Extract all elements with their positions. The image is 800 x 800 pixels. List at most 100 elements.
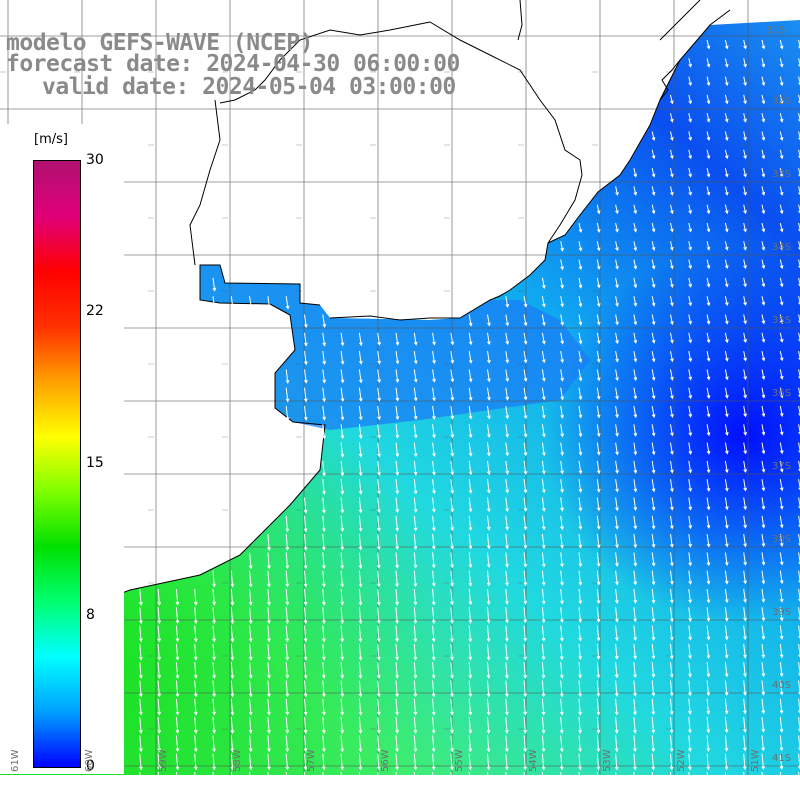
wind-arrow bbox=[285, 625, 290, 643]
wind-arrow bbox=[431, 588, 436, 606]
wind-arrow bbox=[670, 405, 674, 418]
wind-arrow bbox=[541, 698, 546, 716]
wind-arrow bbox=[687, 735, 692, 753]
wind-arrow bbox=[578, 296, 583, 308]
wind-arrow bbox=[157, 735, 162, 753]
wind-arrow bbox=[743, 131, 747, 142]
wind-arrow bbox=[651, 314, 656, 326]
wind-arrow bbox=[743, 552, 747, 566]
wind-arrow bbox=[321, 552, 326, 570]
wind-arrow bbox=[523, 515, 528, 531]
wind-arrow bbox=[505, 387, 510, 401]
wind-arrow bbox=[614, 680, 619, 697]
wind-arrow bbox=[193, 625, 198, 643]
wind-arrow bbox=[523, 442, 528, 457]
wind-arrow bbox=[651, 186, 656, 196]
wind-arrow bbox=[688, 625, 692, 641]
wind-arrow bbox=[743, 588, 747, 604]
wind-arrow bbox=[303, 643, 308, 661]
wind-arrow bbox=[505, 515, 509, 531]
wind-arrow bbox=[688, 277, 693, 288]
wind-arrow bbox=[706, 259, 711, 270]
wind-arrow bbox=[523, 698, 528, 716]
wind-arrow bbox=[450, 460, 455, 476]
wind-arrow bbox=[761, 186, 766, 196]
wind-arrow bbox=[761, 424, 766, 436]
wind-arrow bbox=[706, 588, 711, 604]
wind-arrow bbox=[651, 643, 656, 660]
wind-arrow bbox=[285, 607, 290, 625]
wind-arrow bbox=[322, 515, 326, 533]
wind-arrow bbox=[779, 607, 784, 622]
wind-arrow bbox=[431, 497, 436, 513]
wind-arrow bbox=[651, 405, 656, 419]
wind-arrow bbox=[175, 771, 180, 789]
wind-arrow bbox=[779, 259, 784, 270]
wind-arrow bbox=[559, 680, 564, 698]
wind-arrow bbox=[432, 332, 436, 346]
wind-arrow bbox=[578, 241, 583, 252]
wind-arrow bbox=[596, 314, 601, 326]
wind-arrow bbox=[688, 149, 692, 160]
wind-arrow bbox=[633, 552, 638, 567]
wind-arrow bbox=[432, 351, 436, 365]
wind-arrow bbox=[468, 534, 473, 550]
wind-arrow bbox=[743, 625, 747, 641]
wind-arrow bbox=[578, 387, 583, 401]
wind-arrow bbox=[670, 186, 674, 196]
wind-arrow bbox=[193, 662, 198, 680]
wind-arrow bbox=[779, 113, 784, 123]
wind-arrow bbox=[688, 351, 693, 363]
wind-arrow bbox=[670, 314, 674, 326]
wind-arrow bbox=[267, 680, 271, 698]
wind-arrow bbox=[413, 735, 418, 753]
wind-arrow bbox=[669, 753, 674, 771]
wind-arrow bbox=[743, 479, 747, 492]
wind-arrow bbox=[523, 771, 528, 789]
wind-arrow bbox=[761, 405, 766, 418]
wind-arrow bbox=[761, 332, 766, 343]
wind-arrow bbox=[706, 680, 711, 697]
wind-arrow bbox=[743, 570, 747, 585]
wind-arrow bbox=[157, 717, 162, 734]
wind-arrow bbox=[743, 314, 747, 325]
lat-label: 32S bbox=[772, 96, 792, 107]
wind-arrow bbox=[486, 570, 491, 587]
wind-arrow bbox=[303, 771, 308, 789]
wind-arrow bbox=[706, 76, 711, 87]
wind-arrow bbox=[340, 369, 345, 384]
lat-label: 39S bbox=[772, 607, 792, 618]
wind-arrow bbox=[468, 607, 473, 624]
wind-arrow bbox=[633, 296, 638, 307]
wind-arrow bbox=[614, 607, 619, 623]
wind-arrow bbox=[615, 387, 619, 400]
wind-arrow bbox=[340, 662, 345, 680]
wind-arrow bbox=[267, 735, 271, 753]
wind-arrow bbox=[340, 351, 345, 365]
wind-arrow bbox=[761, 698, 766, 715]
wind-arrow bbox=[285, 662, 290, 680]
wind-arrow bbox=[285, 387, 290, 403]
wind-arrow bbox=[395, 735, 399, 753]
wind-arrow bbox=[468, 479, 473, 494]
wind-arrow bbox=[706, 570, 711, 585]
wind-arrow bbox=[779, 332, 784, 343]
wind-arrow bbox=[706, 552, 711, 567]
wind-arrow bbox=[559, 771, 564, 789]
wind-arrow bbox=[157, 753, 162, 771]
wind-arrow bbox=[523, 314, 528, 327]
wind-arrow bbox=[651, 149, 656, 160]
wind-arrow bbox=[724, 296, 729, 307]
wind-arrow bbox=[670, 277, 674, 289]
wind-arrow bbox=[724, 534, 729, 548]
wind-arrow bbox=[322, 497, 326, 514]
wind-arrow bbox=[395, 351, 400, 365]
wind-arrow bbox=[541, 643, 546, 661]
wind-arrow bbox=[615, 204, 619, 215]
wind-arrow bbox=[303, 735, 308, 753]
wind-arrow bbox=[321, 607, 326, 625]
wind-arrow bbox=[267, 296, 272, 310]
wind-arrow bbox=[212, 735, 216, 753]
wind-arrow bbox=[743, 369, 747, 381]
wind-arrow bbox=[248, 607, 253, 625]
